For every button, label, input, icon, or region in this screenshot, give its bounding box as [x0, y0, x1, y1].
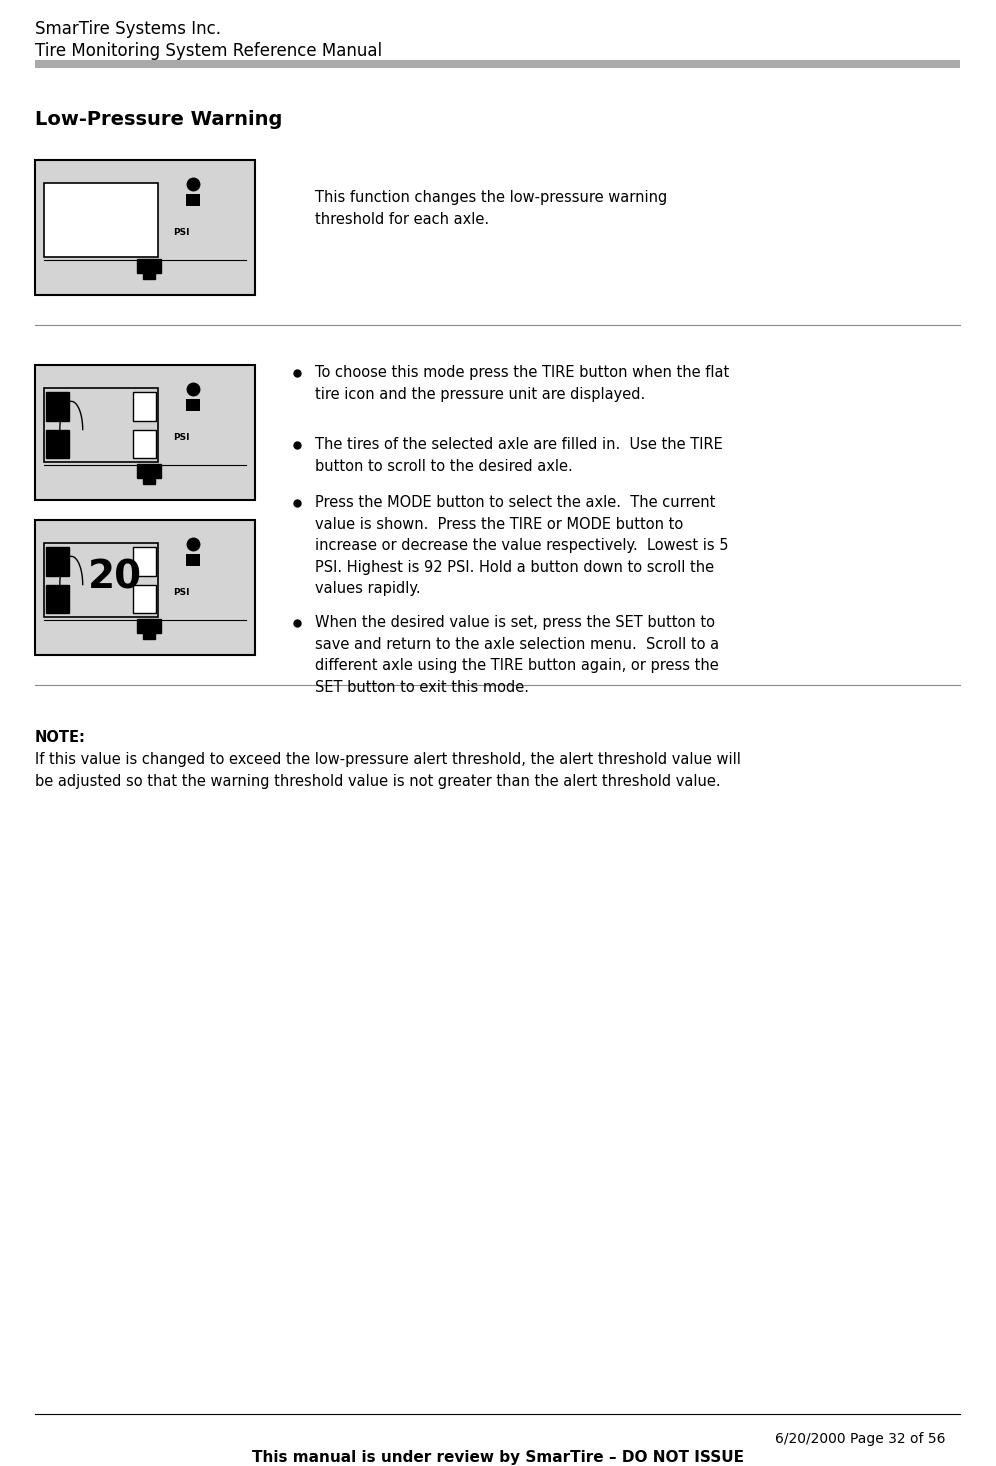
Text: This manual is under review by SmarTire – DO NOT ISSUE: This manual is under review by SmarTire …	[252, 1450, 744, 1465]
Bar	[44, 183, 158, 257]
Text: 20: 20	[88, 559, 141, 597]
Bar	[133, 393, 156, 421]
Bar	[133, 547, 156, 576]
Bar	[143, 632, 155, 639]
Text: This function changes the low-pressure warning
threshold for each axle.: This function changes the low-pressure w…	[315, 191, 667, 227]
Text: When the desired value is set, press the SET button to
save and return to the ax: When the desired value is set, press the…	[315, 616, 719, 695]
Bar	[46, 393, 69, 421]
Text: PSI: PSI	[173, 434, 190, 443]
Text: Low-Pressure Warning: Low-Pressure Warning	[35, 110, 283, 129]
Bar	[186, 195, 200, 207]
Bar	[137, 465, 161, 478]
Text: If this value is changed to exceed the low-pressure alert threshold, the alert t: If this value is changed to exceed the l…	[35, 752, 741, 789]
Bar	[137, 259, 161, 273]
Bar	[186, 399, 200, 412]
Bar	[44, 388, 158, 462]
Bar	[35, 520, 255, 655]
Bar	[143, 476, 155, 484]
Bar	[46, 547, 69, 576]
Bar	[46, 430, 69, 457]
Text: PSI: PSI	[173, 229, 190, 237]
Bar	[133, 430, 156, 457]
Bar	[133, 585, 156, 613]
Text: To choose this mode press the TIRE button when the flat
tire icon and the pressu: To choose this mode press the TIRE butto…	[315, 365, 729, 402]
Bar	[35, 160, 255, 295]
Text: Tire Monitoring System Reference Manual: Tire Monitoring System Reference Manual	[35, 43, 382, 60]
Bar	[44, 542, 158, 617]
Bar	[186, 554, 200, 566]
Bar	[143, 273, 155, 279]
Text: 6/20/2000: 6/20/2000	[775, 1432, 846, 1445]
Text: The tires of the selected axle are filled in.  Use the TIRE
button to scroll to : The tires of the selected axle are fille…	[315, 437, 723, 474]
Bar	[46, 585, 69, 613]
Text: SmarTire Systems Inc.: SmarTire Systems Inc.	[35, 21, 221, 38]
Bar	[35, 60, 960, 67]
Text: NOTE:: NOTE:	[35, 730, 86, 745]
Text: Press the MODE button to select the axle.  The current
value is shown.  Press th: Press the MODE button to select the axle…	[315, 496, 728, 597]
Text: Page 32 of 56: Page 32 of 56	[850, 1432, 945, 1445]
Bar	[35, 365, 255, 500]
Bar	[137, 619, 161, 633]
Text: PSI: PSI	[173, 588, 190, 598]
